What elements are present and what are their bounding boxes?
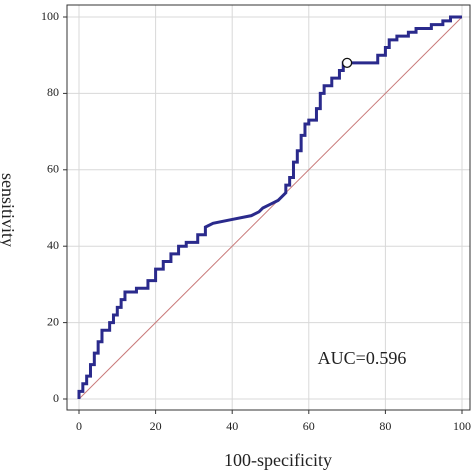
y-tick-label: 60 bbox=[47, 162, 59, 176]
x-tick-label: 20 bbox=[150, 419, 162, 433]
plot: 0 20 40 60 80 100 0 20 40 60 80 100 bbox=[41, 4, 471, 433]
x-tick-label: 60 bbox=[303, 419, 315, 433]
reference-line bbox=[78, 16, 463, 400]
x-tick-label: 0 bbox=[76, 419, 82, 433]
x-axis-label: 100-specificity bbox=[224, 450, 332, 470]
roc-curve bbox=[77, 15, 462, 399]
x-tick-label: 100 bbox=[453, 419, 471, 433]
plot-frame bbox=[66, 4, 471, 411]
x-tick-label: 80 bbox=[379, 419, 391, 433]
criterion-marker bbox=[341, 57, 353, 68]
y-axis-label: sensitivity bbox=[0, 173, 18, 247]
x-tick-label: 40 bbox=[226, 419, 238, 433]
y-tick-label: 80 bbox=[47, 85, 59, 99]
auc-annotation: AUC=0.596 bbox=[318, 348, 407, 368]
y-tick-label: 100 bbox=[41, 9, 59, 23]
y-tick-label: 40 bbox=[47, 238, 59, 252]
y-tick-label: 20 bbox=[47, 314, 59, 328]
y-tick-label: 0 bbox=[53, 391, 59, 405]
